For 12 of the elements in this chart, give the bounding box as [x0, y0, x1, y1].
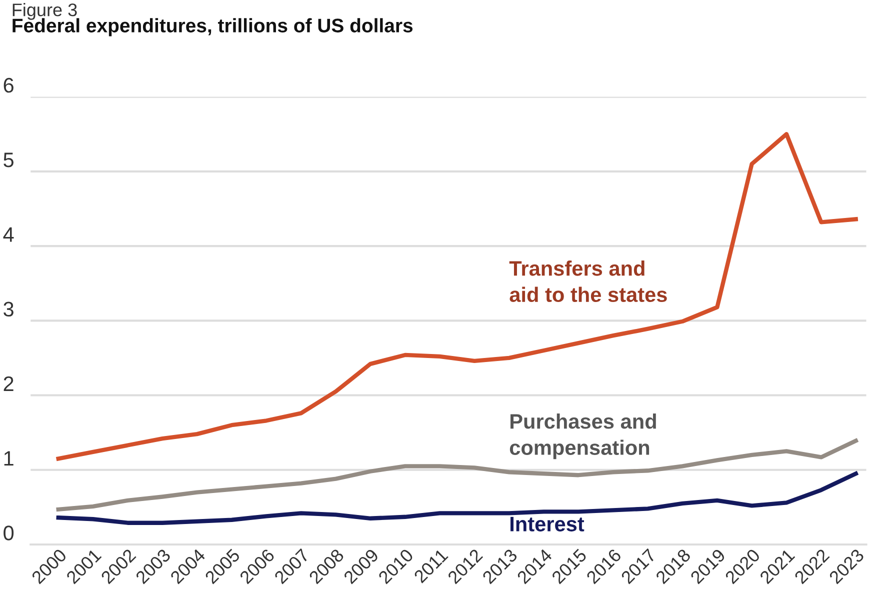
y-tick-label: 2	[4, 376, 14, 391]
y-tick-label: 3	[4, 302, 14, 317]
y-tick-label: 1	[4, 451, 14, 466]
y-tick-label: 5	[4, 152, 14, 168]
y-tick-label: 0	[4, 526, 14, 540]
y-tick-label: 6	[4, 78, 14, 93]
series-label: Purchases and compensation	[510, 413, 656, 460]
series-label: Interest	[510, 516, 584, 532]
caption: Figure 3	[12, 3, 77, 20]
y-tick-label: 4	[3, 227, 14, 242]
series-label: Transfers and aid to the states	[509, 260, 667, 302]
chart-title: Federal expenditures, trillions of US dollars	[12, 18, 413, 36]
